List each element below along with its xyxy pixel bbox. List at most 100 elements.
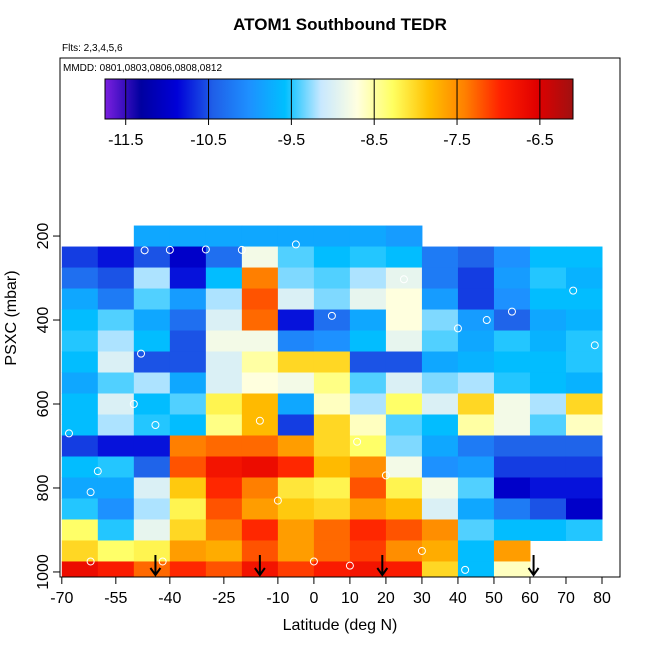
heat-cell: [313, 456, 351, 478]
heat-cell: [457, 414, 495, 436]
heat-cell: [169, 540, 207, 562]
heat-cell: [457, 540, 495, 562]
heat-cell: [97, 477, 135, 499]
heat-cell: [421, 414, 459, 436]
flight-point: [417, 546, 426, 555]
heat-cell: [61, 330, 99, 353]
heat-cell: [493, 246, 531, 269]
y-tick-label: 400: [35, 307, 52, 334]
heat-cell: [97, 351, 135, 374]
heat-cell: [133, 498, 171, 520]
flight-point: [291, 240, 300, 249]
heat-cell: [61, 246, 99, 269]
flight-point: [569, 286, 578, 295]
heat-cell: [277, 540, 315, 562]
heat-cell: [529, 435, 567, 457]
arrow: [149, 555, 162, 577]
heat-cell: [61, 435, 99, 457]
heat-cell: [313, 393, 351, 415]
heat-cell: [493, 414, 531, 436]
heat-cell: [385, 246, 423, 269]
heat-cell: [241, 246, 279, 269]
heat-cell: [205, 372, 243, 395]
heat-cell: [457, 435, 495, 457]
flight-point: [151, 420, 160, 429]
arrow: [254, 555, 266, 577]
heat-cell: [205, 435, 243, 457]
heat-cell: [457, 351, 495, 374]
heat-cell: [385, 498, 423, 520]
x-tick-label: 20: [377, 590, 395, 607]
heat-cell: [421, 288, 459, 311]
heat-cell: [169, 225, 207, 248]
heat-cell: [241, 498, 279, 520]
heat-cell: [97, 288, 135, 311]
flight-point: [129, 400, 138, 408]
heat-cell: [493, 435, 531, 457]
heat-cell: [493, 351, 531, 374]
heat-cell: [493, 477, 531, 499]
heat-cell: [385, 288, 423, 311]
heat-cell: [205, 393, 243, 415]
heat-cell: [277, 519, 315, 541]
flight-point: [353, 437, 362, 446]
heat-cell: [349, 246, 387, 269]
x-tick-label: 60: [521, 590, 539, 607]
heat-cell: [61, 393, 99, 415]
heat-cell: [241, 414, 279, 436]
heat-cell: [313, 267, 351, 290]
plot-frame: [59, 57, 621, 578]
heat-cell: [61, 372, 99, 395]
arrow: [376, 555, 389, 577]
heat-cell: [97, 393, 135, 415]
heat-cell: [529, 477, 567, 499]
flight-point: [86, 557, 95, 566]
heat-cell: [349, 540, 387, 562]
heat-cell: [277, 393, 315, 415]
heat-cell: [169, 414, 207, 436]
heat-cell: [565, 330, 603, 353]
heat-cell: [241, 435, 279, 457]
heat-cell: [169, 267, 207, 290]
flight-point: [86, 488, 95, 497]
heat-cell: [457, 309, 495, 332]
heat-cell: [421, 267, 459, 290]
heat-cell: [457, 519, 495, 541]
heat-cell: [457, 288, 495, 311]
heat-cell: [565, 519, 603, 541]
heat-cell: [169, 330, 207, 353]
heat-cell: [205, 477, 243, 499]
flight-point: [255, 416, 264, 425]
heat-cell: [565, 288, 603, 311]
heat-cell: [133, 351, 171, 374]
heat-cell: [457, 498, 495, 520]
flight-point: [399, 275, 408, 284]
heat-cell: [565, 435, 603, 457]
heat-cell: [421, 519, 459, 541]
flight-point: [543, 546, 552, 555]
heat-cell: [97, 414, 135, 436]
heat-cell: [169, 519, 207, 541]
heat-cell: [565, 498, 603, 520]
heat-cell: [313, 540, 351, 562]
flight-point: [165, 245, 174, 254]
heat-cell: [277, 435, 315, 457]
heat-cell: [205, 309, 243, 332]
heat-cell: [349, 372, 387, 395]
heat-cell: [349, 414, 387, 436]
heat-cell: [349, 351, 387, 374]
heat-cell: [493, 561, 531, 577]
heat-cell: [277, 351, 315, 374]
heat-cell: [313, 498, 351, 520]
flight-point: [381, 471, 390, 480]
heat-cell: [349, 498, 387, 520]
heat-cell: [133, 519, 171, 541]
heat-cell: [241, 540, 279, 562]
colorbar-tick-label: -6.5: [526, 132, 554, 149]
heat-cell: [493, 288, 531, 311]
heat-cell: [277, 267, 315, 290]
x-tick-label: 70: [557, 590, 575, 607]
heat-cell: [205, 225, 243, 248]
heat-cell: [61, 540, 99, 562]
flight-point: [507, 307, 516, 316]
